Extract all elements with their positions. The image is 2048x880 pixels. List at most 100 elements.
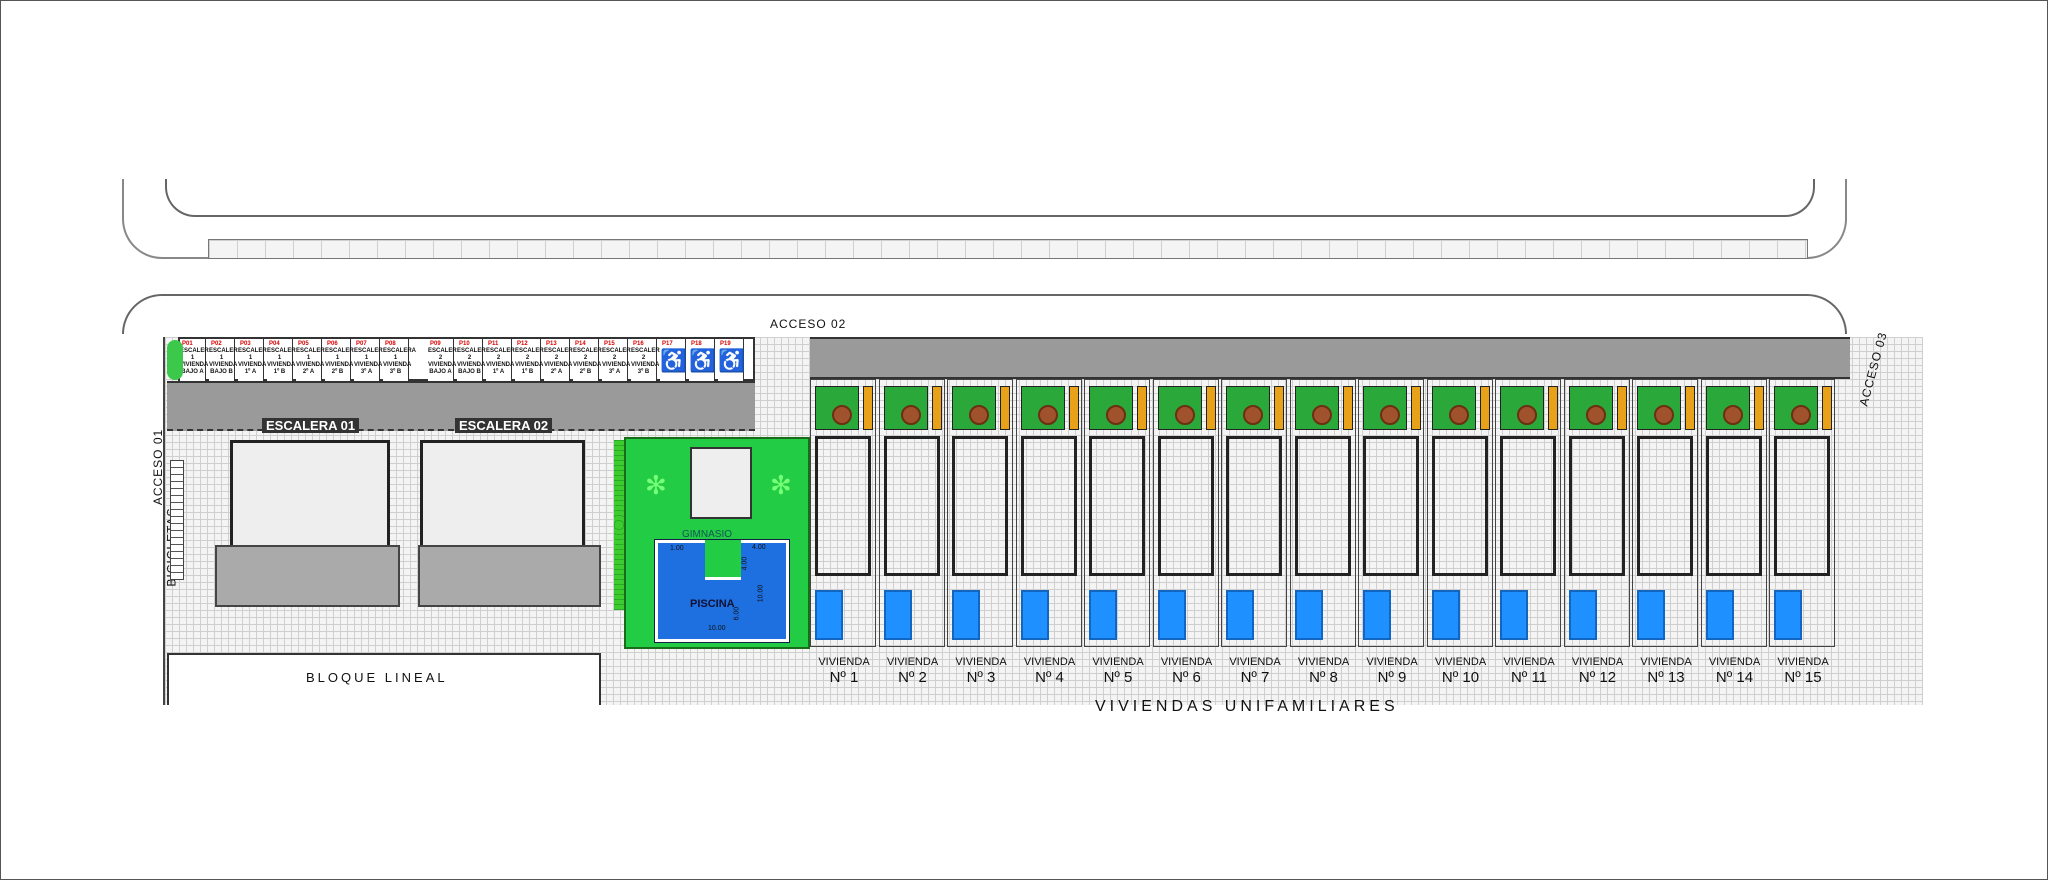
parking-space: P07 ESCALERA 1 VIVIENDA 3º A [354, 339, 388, 383]
parking-space: P06 ESCALERA 1 VIVIENDA 2º B [325, 339, 359, 383]
parking-space-id: P06 [327, 341, 338, 347]
parking-space: P05 ESCALERA 1 VIVIENDA 2º A [296, 339, 329, 383]
house-label-title: VIVIENDA [1503, 656, 1555, 668]
house-floorplan [1089, 436, 1145, 576]
accessible-icon: ♿ [660, 348, 688, 373]
private-pool [952, 590, 980, 640]
house-label: VIVIENDA Nº 3 [947, 655, 1015, 685]
tree-icon [1037, 405, 1058, 425]
house-number: Nº 15 [1784, 669, 1822, 686]
house-label-title: VIVIENDA [1434, 656, 1487, 668]
private-pool [1020, 590, 1049, 640]
house-label-title: VIVIENDA [1297, 656, 1350, 668]
house-number: Nº 7 [1240, 669, 1270, 686]
house-label-title: VIVIENDA [818, 656, 870, 668]
private-pool [1705, 590, 1734, 640]
tree-icon [1106, 405, 1126, 425]
tree-icon [1380, 405, 1400, 425]
houses-row [810, 379, 1850, 649]
parking-space-label: ESCALERA 2 VIVIENDA 2º B [573, 348, 607, 375]
private-pool [1157, 590, 1186, 640]
tree-icon [1311, 405, 1332, 425]
tree-icon [1243, 405, 1263, 425]
parking-space-label: ESCALERA 1 VIVIENDA 1º A [238, 348, 272, 375]
private-pool [1568, 590, 1597, 640]
house-label-title: VIVIENDA [1160, 656, 1213, 668]
patio [1774, 386, 1818, 430]
pool-notch [705, 540, 741, 580]
pool-dim: 10.00 [708, 625, 726, 632]
house-number: Nº 4 [1035, 669, 1064, 686]
private-pool [1294, 590, 1323, 640]
tree-icon [1585, 405, 1606, 425]
pool-dim: 4.00 [752, 544, 766, 551]
garage [1753, 386, 1764, 430]
patio [1363, 386, 1407, 430]
house-label: VIVIENDA Nº 13 [1632, 655, 1700, 685]
house-plot [1015, 379, 1082, 647]
parking-space-label: ESCALERA 1 VIVIENDA 3º A [354, 348, 388, 375]
patio [1431, 386, 1476, 430]
palm-tree-icon: ✻ [770, 470, 792, 500]
house-floorplan [1226, 436, 1282, 576]
parking-space-id: P03 [240, 341, 251, 347]
patio [815, 386, 859, 430]
parking-space-label: ESCALERA 2 VIVIENDA 1º B [515, 348, 549, 375]
parking-space: P01 ESCALERA 1 VIVIENDA BAJO A [180, 339, 213, 383]
house-floorplan [1568, 436, 1625, 576]
parking-space-id: P08 [385, 341, 396, 347]
parking-space-id: P15 [604, 341, 615, 347]
parking-row: P01 ESCALERA 1 VIVIENDA BAJO A P02 ESCALERA… [178, 337, 755, 383]
house-floorplan [1637, 436, 1693, 576]
house-number: Nº 9 [1377, 669, 1407, 686]
house-floorplan [1500, 436, 1556, 576]
house-floorplan [1294, 436, 1351, 576]
house-label: VIVIENDA Nº 6 [1153, 655, 1221, 685]
parking-space-label: ESCALERA 2 VIVIENDA 2º A [544, 348, 578, 375]
house-number: Nº 11 [1510, 669, 1548, 686]
house-plot [1495, 379, 1561, 647]
garage [1479, 386, 1490, 430]
private-pool [1637, 590, 1665, 640]
patio [1294, 386, 1339, 430]
tree-icon [1654, 405, 1674, 425]
parking-space: P03 ESCALERA 1 VIVIENDA 1º A [238, 339, 272, 383]
palm-tree-icon: ✻ [645, 470, 667, 500]
garage [863, 386, 873, 430]
house-plot [1769, 379, 1835, 647]
parking-space-label: ESCALERA 1 VIVIENDA 2º B [325, 348, 359, 375]
parking-space-label: ESCALERA 2 VIVIENDA 3º A [602, 348, 636, 375]
house-label-title: VIVIENDA [955, 656, 1007, 668]
house-label-title: VIVIENDA [1571, 656, 1624, 668]
parking-space-id: P19 [720, 341, 731, 347]
house-plot [1426, 379, 1493, 647]
house-floorplan [952, 436, 1008, 576]
parking-space-label: ESCALERA 2 VIVIENDA BAJO B [457, 348, 491, 375]
terrace-block-01 [215, 545, 400, 607]
house-plot [878, 379, 945, 647]
garage [1685, 386, 1695, 430]
house-number: Nº 13 [1647, 669, 1685, 686]
house-number: Nº 6 [1172, 669, 1201, 686]
parking-space-label: ESCALERA 1 VIVIENDA 3º B [383, 348, 417, 375]
parking-space: P10 ESCALERA 2 VIVIENDA BAJO B [457, 339, 491, 383]
house-floorplan [1157, 436, 1214, 576]
house-floorplan [815, 436, 871, 576]
house-number: Nº 12 [1578, 669, 1617, 686]
bloque-lineal-box [167, 653, 601, 705]
acceso-02-label: ACCESO 02 [770, 317, 847, 331]
parking-space-id: P05 [298, 341, 309, 347]
tree-icon [1517, 405, 1537, 425]
house-number: Nº 10 [1441, 669, 1480, 686]
parking-space-label: ESCALERA 1 VIVIENDA BAJO B [209, 348, 243, 375]
acceso-01-label: ACCESO 01 [151, 428, 166, 506]
house-label-title: VIVIENDA [1777, 656, 1829, 668]
parking-space-id: P02 [211, 341, 222, 347]
house-floorplan [883, 436, 940, 576]
house-plot [1289, 379, 1356, 647]
parking-space-label: ESCALERA 2 VIVIENDA BAJO A [428, 348, 462, 375]
house-label-title: VIVIENDA [886, 656, 939, 668]
parking-space-id: P04 [269, 341, 280, 347]
house-floorplan [1363, 436, 1419, 576]
house-floorplan [1774, 436, 1830, 576]
